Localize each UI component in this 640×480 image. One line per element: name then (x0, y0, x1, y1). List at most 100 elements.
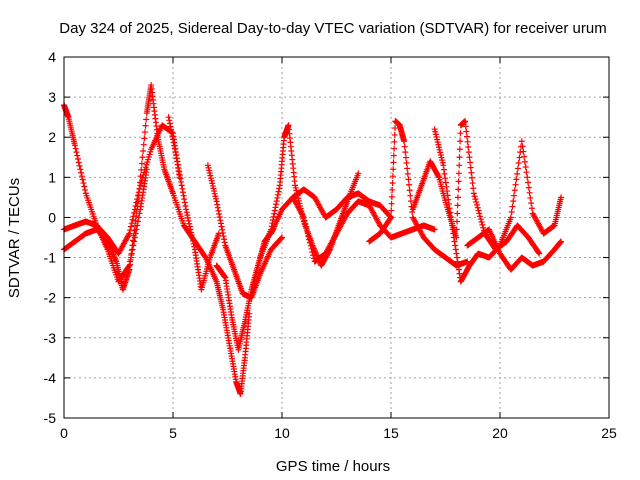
data-point (406, 181, 413, 188)
data-point (402, 149, 409, 156)
data-point (449, 226, 456, 233)
data-point (127, 256, 134, 263)
data-point (431, 226, 438, 233)
x-axis-label: GPS time / hours (276, 458, 390, 475)
data-point (510, 198, 517, 205)
data-point (401, 138, 408, 145)
data-point (129, 242, 136, 249)
data-point (477, 216, 484, 223)
data-point (480, 224, 487, 231)
series-sat-b (61, 82, 176, 293)
data-point (132, 202, 139, 209)
data-point (273, 201, 280, 208)
data-point (456, 270, 463, 277)
data-point (454, 218, 461, 225)
x-tick-label: 15 (383, 425, 399, 441)
data-point (274, 191, 281, 198)
data-point (447, 209, 454, 216)
data-point (514, 170, 521, 177)
data-point (130, 232, 137, 239)
data-point (171, 142, 178, 149)
data-point (469, 180, 476, 187)
data-point (473, 201, 480, 208)
data-point (477, 213, 484, 220)
data-point (183, 206, 190, 213)
data-point (508, 209, 515, 216)
data-point (131, 206, 138, 213)
data-point (513, 176, 520, 183)
data-point (273, 198, 280, 205)
data-point (525, 179, 532, 186)
data-point (179, 185, 186, 192)
y-axis-label: SDTVAR / TECUs (6, 178, 23, 298)
data-point (518, 138, 525, 145)
data-point (558, 238, 565, 245)
data-point (173, 151, 180, 158)
series-sat-m (431, 126, 565, 285)
data-point (443, 183, 450, 190)
data-point (528, 205, 535, 212)
data-point (441, 170, 448, 177)
data-point (128, 251, 135, 258)
data-point (451, 238, 458, 245)
data-point (176, 168, 183, 175)
data-point (467, 159, 474, 166)
data-point (183, 209, 190, 216)
data-point (274, 194, 281, 201)
data-point (478, 219, 485, 226)
data-point (472, 196, 479, 203)
data-point (471, 193, 478, 200)
data-point (141, 129, 148, 136)
data-point (474, 204, 481, 211)
data-point (447, 213, 454, 220)
data-point (464, 138, 471, 145)
data-point (390, 166, 397, 173)
data-point (516, 154, 523, 161)
data-point (141, 135, 148, 142)
data-point (131, 238, 138, 245)
plot-frame (63, 56, 610, 419)
data-point (278, 235, 285, 242)
data-point (217, 217, 224, 224)
data-point (78, 169, 85, 176)
data-point (308, 245, 315, 252)
data-point (390, 152, 397, 159)
data-point (309, 249, 316, 256)
data-point (300, 214, 307, 221)
data-point (138, 160, 145, 167)
chart-title: Day 324 of 2025, Sidereal Day-to-day VTE… (59, 20, 606, 37)
data-point (174, 158, 181, 165)
x-tick-label: 0 (60, 425, 68, 441)
data-point (186, 220, 193, 227)
data-point (388, 207, 395, 214)
data-point (440, 166, 447, 173)
data-point (185, 217, 192, 224)
data-point (214, 201, 221, 208)
data-point (216, 211, 223, 218)
data-point (558, 194, 565, 201)
data-point (457, 138, 464, 145)
y-tick-label: 4 (48, 49, 56, 65)
data-point (523, 169, 530, 176)
data-point (186, 223, 193, 230)
data-point (521, 158, 528, 165)
data-point (465, 143, 472, 150)
data-point (519, 143, 526, 150)
data-point (442, 179, 449, 186)
data-point (450, 234, 457, 241)
data-point (168, 126, 175, 133)
data-point (475, 207, 482, 214)
data-point (126, 266, 133, 273)
data-point (180, 192, 187, 199)
data-point (468, 169, 475, 176)
data-point (528, 200, 535, 207)
data-point (306, 236, 313, 243)
y-tick-label: -3 (44, 330, 57, 346)
data-point (390, 159, 397, 166)
data-point (78, 173, 85, 180)
data-point (454, 210, 461, 217)
data-point (445, 196, 452, 203)
data-point (172, 148, 179, 155)
data-point (184, 215, 191, 222)
data-point (466, 154, 473, 161)
